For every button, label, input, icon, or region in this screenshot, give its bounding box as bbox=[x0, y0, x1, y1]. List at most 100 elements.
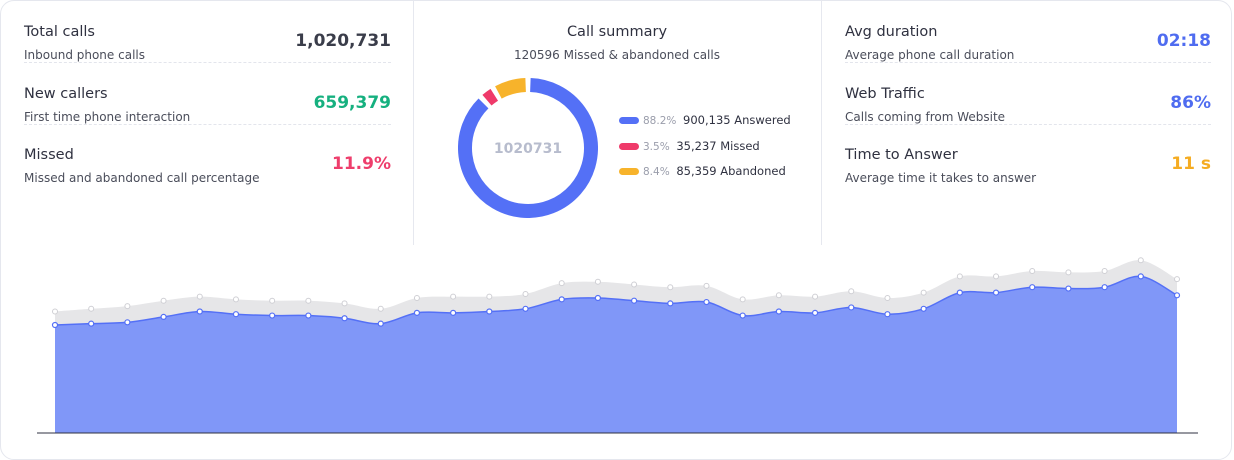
area-point-main[interactable] bbox=[160, 313, 167, 321]
area-point-background[interactable] bbox=[956, 273, 963, 280]
area-point-main[interactable] bbox=[1029, 284, 1036, 291]
stat-missed[interactable]: Missed Missed and abandoned call percent… bbox=[24, 124, 391, 185]
donut-segment-missed[interactable] bbox=[482, 88, 499, 106]
area-point-main[interactable] bbox=[848, 304, 855, 311]
area-point-main[interactable] bbox=[305, 312, 312, 319]
area-point-background[interactable] bbox=[920, 289, 927, 296]
area-point-main[interactable] bbox=[667, 300, 674, 307]
stat-title: Avg duration bbox=[845, 24, 938, 40]
area-point-main[interactable] bbox=[811, 309, 819, 316]
area-point-main[interactable] bbox=[88, 320, 95, 327]
area-point-main[interactable] bbox=[377, 320, 384, 327]
area-point-main[interactable] bbox=[703, 298, 710, 306]
area-point-main[interactable] bbox=[486, 308, 493, 315]
area-point-background[interactable] bbox=[413, 295, 420, 301]
call-summary-subtitle: 120596 Missed & abandoned calls bbox=[514, 48, 720, 62]
area-point-background[interactable] bbox=[232, 296, 239, 303]
donut-center-value: 1020731 bbox=[494, 141, 562, 157]
area-point-background[interactable] bbox=[1137, 257, 1144, 264]
stat-title: Missed bbox=[24, 147, 74, 163]
area-point-background[interactable] bbox=[594, 278, 601, 285]
area-point-main[interactable] bbox=[630, 297, 638, 304]
area-point-background[interactable] bbox=[269, 297, 276, 304]
stat-total-calls[interactable]: Total calls Inbound phone calls 1,020,73… bbox=[24, 1, 391, 63]
area-point-background[interactable] bbox=[377, 305, 384, 312]
stat-value: 11 s bbox=[1171, 154, 1211, 174]
area-point-main[interactable] bbox=[594, 294, 602, 302]
legend-label: Abandoned bbox=[720, 164, 786, 178]
area-point-background[interactable] bbox=[667, 284, 674, 291]
stat-time-to-answer[interactable]: Time to Answer Average time it takes to … bbox=[845, 124, 1211, 185]
area-point-background[interactable] bbox=[1174, 276, 1180, 283]
area-point-background[interactable] bbox=[1101, 268, 1108, 274]
stat-new-callers[interactable]: New callers First time phone interaction… bbox=[24, 63, 391, 125]
legend-item-abandoned[interactable]: 8.4% 85,359 Abandoned bbox=[619, 164, 786, 180]
area-point-background[interactable] bbox=[522, 290, 529, 297]
area-point-background[interactable] bbox=[341, 300, 348, 307]
stat-value: 659,379 bbox=[313, 93, 391, 113]
area-point-background[interactable] bbox=[52, 308, 58, 315]
stat-title: Time to Answer bbox=[845, 147, 958, 163]
area-point-background[interactable] bbox=[305, 297, 312, 304]
call-summary-title: Call summary bbox=[566, 24, 668, 40]
area-point-background[interactable] bbox=[703, 282, 710, 289]
area-point-background[interactable] bbox=[124, 303, 131, 310]
area-point-background[interactable] bbox=[558, 280, 565, 287]
legend-count: 900,135 bbox=[683, 113, 731, 127]
stat-value: 86% bbox=[1170, 93, 1211, 113]
calls-area-chart[interactable] bbox=[0, 244, 1234, 437]
legend-item-missed[interactable]: 3.5% 35,237 Missed bbox=[619, 139, 760, 155]
stat-title: New callers bbox=[24, 86, 108, 102]
area-point-main[interactable] bbox=[51, 321, 59, 329]
area-point-main[interactable] bbox=[1173, 292, 1181, 299]
area-point-background[interactable] bbox=[775, 292, 782, 299]
area-point-main[interactable] bbox=[1101, 284, 1108, 291]
legend-label: Answered bbox=[734, 113, 791, 127]
area-point-background[interactable] bbox=[1029, 268, 1036, 274]
stat-value: 1,020,731 bbox=[295, 31, 391, 51]
legend-swatch bbox=[619, 117, 639, 124]
area-point-main[interactable] bbox=[413, 309, 421, 316]
area-point-background[interactable] bbox=[812, 293, 819, 300]
area-point-main[interactable] bbox=[1137, 273, 1144, 280]
area-point-main[interactable] bbox=[920, 305, 927, 312]
stat-title: Web Traffic bbox=[845, 86, 925, 102]
area-point-background[interactable] bbox=[486, 293, 493, 300]
area-point-background[interactable] bbox=[848, 288, 855, 295]
area-point-background[interactable] bbox=[993, 273, 1000, 280]
stat-web-traffic[interactable]: Web Traffic Calls coming from Website 86… bbox=[845, 63, 1211, 125]
area-point-main[interactable] bbox=[1065, 285, 1072, 292]
area-point-background[interactable] bbox=[631, 281, 638, 288]
area-point-background[interactable] bbox=[1065, 269, 1072, 276]
donut-segment-answered[interactable] bbox=[458, 78, 598, 218]
area-point-main[interactable] bbox=[739, 312, 746, 319]
area-point-background[interactable] bbox=[88, 305, 95, 312]
legend-count: 85,359 bbox=[676, 164, 717, 178]
area-point-background[interactable] bbox=[450, 293, 457, 300]
area-point-background[interactable] bbox=[196, 293, 203, 300]
area-point-main[interactable] bbox=[558, 296, 565, 303]
area-point-background[interactable] bbox=[739, 296, 746, 303]
stat-subtitle: Average time it takes to answer bbox=[845, 171, 1037, 185]
area-point-main[interactable] bbox=[450, 309, 457, 316]
area-point-main[interactable] bbox=[522, 305, 529, 312]
area-point-main[interactable] bbox=[884, 311, 891, 318]
area-point-main[interactable] bbox=[196, 308, 203, 315]
area-point-background[interactable] bbox=[884, 295, 891, 301]
call-summary-donut-chart[interactable]: 1020731 bbox=[458, 78, 598, 218]
area-point-main[interactable] bbox=[269, 312, 276, 319]
area-point-main[interactable] bbox=[956, 289, 963, 296]
area-point-main[interactable] bbox=[341, 315, 348, 322]
area-point-main[interactable] bbox=[232, 311, 240, 318]
donut-segment-abandoned[interactable] bbox=[495, 78, 527, 99]
legend-item-answered[interactable]: 88.2% 900,135 Answered bbox=[619, 113, 791, 129]
area-point-main[interactable] bbox=[124, 319, 131, 326]
area-point-background[interactable] bbox=[160, 297, 167, 304]
stat-value: 02:18 bbox=[1156, 31, 1211, 51]
stat-subtitle: First time phone interaction bbox=[24, 110, 191, 124]
stat-avg-duration[interactable]: Avg duration Average phone call duration… bbox=[845, 1, 1211, 63]
area-point-main[interactable] bbox=[775, 308, 782, 315]
area-point-main[interactable] bbox=[992, 289, 1000, 296]
stat-subtitle: Calls coming from Website bbox=[845, 110, 1006, 124]
stat-subtitle: Average phone call duration bbox=[845, 48, 1015, 62]
